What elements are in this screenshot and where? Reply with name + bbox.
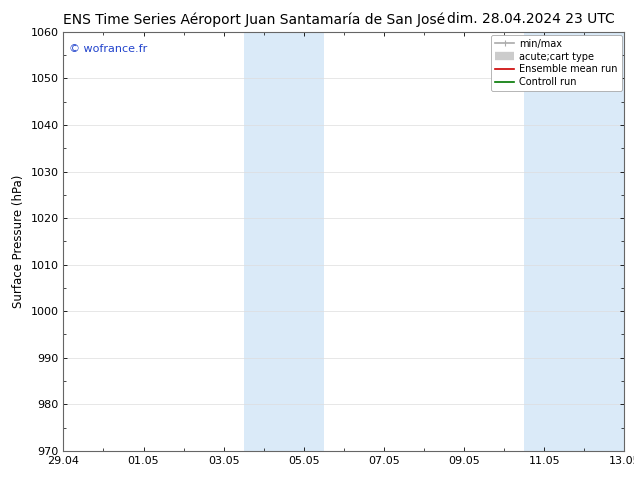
Text: dim. 28.04.2024 23 UTC: dim. 28.04.2024 23 UTC bbox=[447, 12, 615, 26]
Text: ENS Time Series Aéroport Juan Santamaría de San José: ENS Time Series Aéroport Juan Santamaría… bbox=[63, 12, 446, 27]
Text: © wofrance.fr: © wofrance.fr bbox=[69, 45, 147, 54]
Bar bbox=[524, 32, 624, 451]
Legend: min/max, acute;cart type, Ensemble mean run, Controll run: min/max, acute;cart type, Ensemble mean … bbox=[491, 35, 621, 91]
Y-axis label: Surface Pressure (hPa): Surface Pressure (hPa) bbox=[12, 174, 25, 308]
Bar bbox=[243, 32, 324, 451]
